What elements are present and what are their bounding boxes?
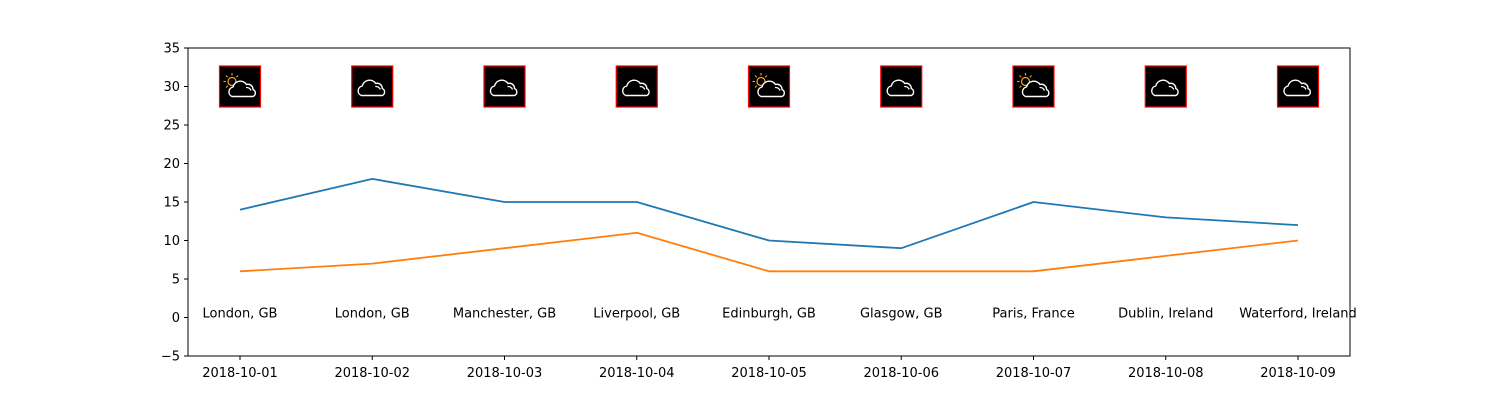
city-label: Liverpool, GB <box>593 307 680 322</box>
partly-sunny-icon <box>218 65 262 108</box>
city-label: Manchester, GB <box>453 307 556 322</box>
cloud-shape <box>622 79 650 97</box>
partly-sunny-icon <box>747 65 791 108</box>
series-line-2 <box>239 231 1299 273</box>
x-tick-label: 2018-10-08 <box>1128 366 1204 381</box>
x-tick-label: 2018-10-09 <box>1260 366 1336 381</box>
x-tick-label: 2018-10-06 <box>863 366 939 381</box>
x-tick-label: 2018-10-07 <box>996 366 1072 381</box>
city-label: Glasgow, GB <box>860 307 943 322</box>
y-axis: −5 0 5 10 15 20 25 30 35 <box>161 42 188 365</box>
x-axis: 2018-10-01 2018-10-02 2018-10-03 2018-10-04… <box>202 356 1336 381</box>
cloud-detail <box>1300 85 1307 90</box>
sun-ray <box>225 85 229 88</box>
x-tick-label: 2018-10-01 <box>202 366 278 381</box>
cloud-icon <box>1276 65 1320 108</box>
weather-icons <box>218 65 1320 108</box>
cloud-detail <box>507 85 514 90</box>
cloud-detail <box>904 85 910 90</box>
sun-ray <box>1029 75 1032 78</box>
sun-shape <box>227 76 237 87</box>
cloud-icon <box>615 65 658 108</box>
cloud-icon <box>351 65 394 108</box>
x-tick-label: 2018-10-02 <box>334 366 410 381</box>
cloud-icon <box>880 65 923 108</box>
cloud-detail <box>774 86 781 91</box>
cloud-detail <box>245 86 252 91</box>
cloud-shape <box>228 80 257 98</box>
cloud-shape <box>1021 80 1050 98</box>
icon-frame <box>483 65 526 108</box>
cloud-icon <box>483 65 526 108</box>
cloud-shape <box>1283 79 1312 97</box>
sun-shape <box>1020 76 1031 87</box>
city-label: Dublin, Ireland <box>1118 307 1213 322</box>
cloud-detail <box>375 85 381 90</box>
x-tick-label: 2018-10-05 <box>731 366 807 381</box>
x-tick-label: 2018-10-04 <box>599 366 675 381</box>
sun-ray <box>235 75 239 78</box>
y-tick-label: 15 <box>163 196 180 211</box>
series-line-1 <box>239 177 1299 250</box>
y-tick-label: 10 <box>163 234 180 249</box>
cloud-shape <box>357 79 386 97</box>
y-tick-label: 5 <box>172 273 180 288</box>
x-tick-label: 2018-10-03 <box>467 366 543 381</box>
sun-ray <box>225 75 229 78</box>
sun-ray <box>764 75 768 78</box>
cloud-detail <box>1039 86 1046 91</box>
cloud-icon <box>1144 65 1187 108</box>
sun-ray <box>754 85 758 88</box>
cloud-shape <box>489 79 518 97</box>
sun-shape <box>756 76 766 87</box>
sun-ray <box>1019 75 1022 78</box>
city-labels: London, GB London, GB Manchester, GB Liverp… <box>203 307 1357 322</box>
city-label: Paris, France <box>992 307 1074 322</box>
cloud-detail <box>1168 85 1175 90</box>
cloud-shape <box>1151 79 1179 97</box>
sun-ray <box>1019 85 1022 88</box>
sun-ray <box>754 75 758 78</box>
y-tick-label: −5 <box>161 350 180 365</box>
series-lines <box>239 177 1299 273</box>
city-label: London, GB <box>203 307 278 322</box>
y-tick-label: 0 <box>172 311 180 326</box>
city-label: London, GB <box>335 307 410 322</box>
cloud-shape <box>757 80 786 98</box>
y-tick-label: 30 <box>163 80 180 95</box>
y-tick-label: 25 <box>163 119 180 134</box>
cloud-shape <box>886 79 915 97</box>
city-label: Waterford, Ireland <box>1239 307 1357 322</box>
partly-sunny-icon <box>1012 65 1055 108</box>
y-tick-label: 35 <box>163 42 180 57</box>
y-tick-label: 20 <box>163 157 180 172</box>
cloud-detail <box>639 85 646 90</box>
city-label: Edinburgh, GB <box>722 307 816 322</box>
